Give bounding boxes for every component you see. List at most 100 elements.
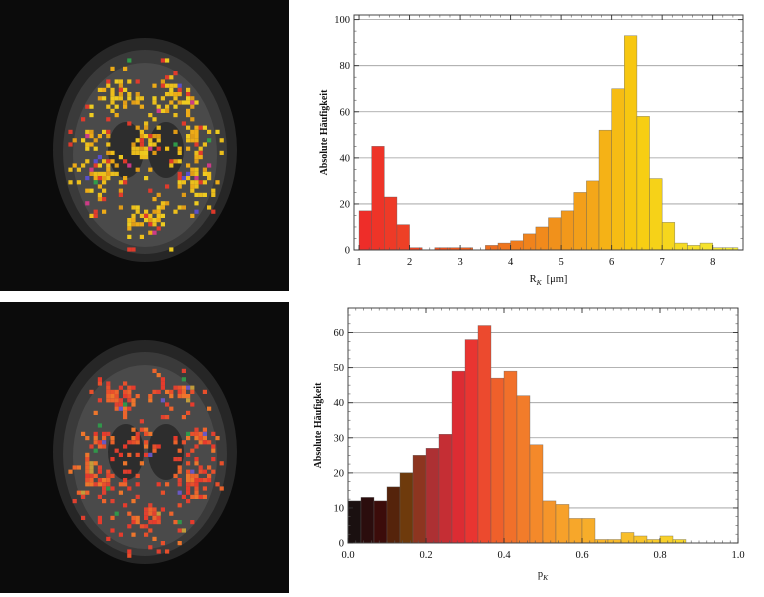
x-axis-label-sub: K — [542, 573, 549, 582]
histogram-bar — [674, 242, 688, 251]
head-shape — [53, 340, 237, 564]
fiber-overlay — [68, 58, 224, 252]
x-tick-label: 1 — [356, 257, 361, 268]
x-tick-label: 5 — [559, 257, 564, 268]
histogram-bar — [464, 339, 479, 544]
histogram-bar — [607, 539, 622, 544]
y-tick-label: 100 — [334, 15, 350, 26]
y-tick-label: 10 — [334, 503, 345, 514]
gridlines — [354, 19, 743, 205]
histogram-pk: 0.0 0.2 0.4 0.6 0.8 1.0 0 10 20 30 40 50 60 Absolute … — [305, 300, 764, 597]
brain-scan-rk — [0, 0, 289, 291]
plot-area — [354, 15, 743, 250]
y-tick-label: 0 — [339, 539, 344, 550]
histogram-bar — [573, 192, 587, 251]
histogram-bar — [490, 377, 505, 544]
histogram-bar — [560, 210, 575, 251]
histogram-bar — [646, 539, 661, 544]
x-axis-label-main: p — [538, 569, 543, 580]
histogram-bar — [555, 504, 570, 544]
fiber-overlay — [68, 368, 224, 558]
histogram-pk-svg: 0.0 0.2 0.4 0.6 0.8 1.0 0 10 20 30 40 50 60 Absolute … — [313, 307, 745, 582]
histogram-bar — [586, 180, 600, 251]
histogram-bar — [672, 539, 687, 544]
histogram-bar — [548, 217, 562, 251]
y-tick-label: 60 — [340, 107, 351, 118]
y-axis-label: Absolute Häufigkeit — [319, 89, 330, 176]
histogram-bar — [687, 245, 701, 251]
x-tick-label: 2 — [407, 257, 412, 268]
histogram-bar — [633, 535, 648, 544]
histogram-bar — [535, 226, 549, 251]
plot-frame — [353, 14, 744, 251]
y-tick-label: 80 — [340, 61, 351, 72]
histogram-bar — [529, 444, 544, 544]
histogram-bar — [412, 455, 427, 544]
x-tick-label: 0.8 — [653, 550, 666, 561]
x-tick-label: 0.2 — [419, 550, 432, 561]
x-axis-label: RK [μm] — [530, 274, 568, 287]
y-tick-label: 40 — [340, 153, 351, 164]
x-tick-label: 7 — [660, 257, 665, 268]
histogram-bar — [699, 242, 713, 251]
histogram-bar — [347, 500, 362, 544]
histogram-bar — [451, 370, 466, 544]
histogram-bar — [399, 472, 414, 544]
histogram-bar — [371, 146, 385, 251]
brain-scan-pk-image — [0, 302, 289, 593]
histogram-bar — [425, 448, 440, 544]
histogram-bar — [516, 395, 531, 544]
x-axis-label-main: R — [530, 274, 537, 285]
histogram-bar — [649, 178, 663, 251]
y-tick-label: 40 — [334, 398, 345, 409]
x-tick-label: 6 — [609, 257, 614, 268]
x-axis-label-unit: [μm] — [547, 274, 568, 285]
histogram-bar — [384, 196, 398, 251]
histogram-bar — [611, 88, 625, 251]
y-tick-label: 50 — [334, 363, 345, 374]
histogram-bar — [636, 116, 650, 251]
histogram-bar — [542, 500, 557, 544]
histogram-bar — [438, 434, 453, 544]
y-tick-label: 30 — [334, 433, 345, 444]
x-tick-label: 8 — [710, 257, 715, 268]
x-tick-label: 1.0 — [731, 550, 744, 561]
brain-scan-pk — [0, 302, 289, 593]
x-axis-label: pK — [538, 569, 549, 582]
histogram-bar — [581, 518, 596, 544]
histogram-bar — [386, 486, 401, 544]
histogram-bar — [373, 500, 388, 544]
histogram-bar — [360, 497, 375, 544]
histogram-bar — [661, 222, 676, 251]
y-tick-label: 0 — [345, 246, 350, 257]
brain-scan-rk-image — [0, 0, 289, 291]
histogram-bar — [624, 35, 638, 251]
x-tick-label: 4 — [508, 257, 514, 268]
histogram-bar — [522, 233, 537, 251]
y-axis-label: Absolute Häufigkeit — [313, 382, 324, 469]
histogram-bar — [497, 242, 511, 251]
histogram-bar — [477, 325, 492, 544]
histogram-bar — [568, 518, 583, 544]
histogram-bar — [510, 240, 524, 251]
x-tick-label: 3 — [457, 257, 462, 268]
ticks: 0.0 0.2 0.4 0.6 0.8 1.0 0 10 20 30 40 50 60 — [334, 308, 745, 561]
y-tick-label: 20 — [334, 468, 345, 479]
y-tick-label: 60 — [334, 328, 345, 339]
histogram-bar — [358, 210, 372, 251]
histogram-bar — [396, 224, 410, 251]
x-tick-label: 0.6 — [575, 550, 588, 561]
x-axis-label-sub: K — [536, 278, 543, 287]
histogram-bar — [503, 370, 518, 544]
histogram-bar — [485, 245, 499, 251]
histogram-bar — [620, 532, 635, 544]
histogram-bar — [659, 535, 674, 544]
y-tick-label: 20 — [340, 199, 351, 210]
histogram-bar — [594, 539, 609, 544]
x-tick-label: 0.0 — [341, 550, 354, 561]
histogram-bar — [598, 129, 612, 251]
x-tick-label: 0.4 — [497, 550, 511, 561]
histogram-rk: 1 2 3 4 5 6 7 8 0 20 40 60 80 100 Absolute Häufigkeit R… — [305, 0, 764, 297]
